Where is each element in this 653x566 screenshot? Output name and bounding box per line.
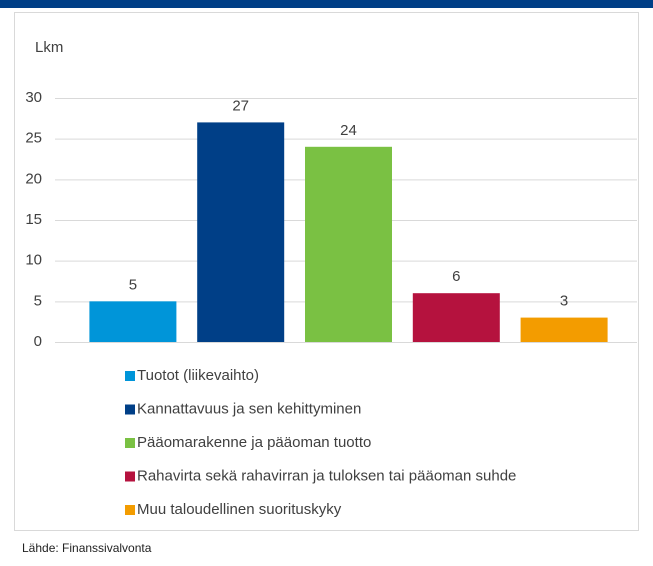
- y-tick-label: 15: [25, 211, 42, 228]
- legend-label: Tuotot (liikevaihto): [137, 367, 259, 384]
- y-tick-label: 0: [34, 333, 42, 350]
- legend-swatch: [125, 438, 135, 448]
- bar: [89, 301, 177, 342]
- top-banner: [0, 0, 653, 8]
- source: Lähde: Finanssivalvonta: [22, 541, 152, 555]
- legend-label: Kannattavuus ja sen kehittyminen: [137, 400, 361, 417]
- legend-swatch: [125, 471, 135, 482]
- y-tick-label: 20: [25, 170, 42, 187]
- bar: [305, 146, 392, 342]
- legend-swatch: [125, 505, 135, 515]
- legend-swatch: [125, 404, 135, 415]
- legend-label: Rahavirta sekä rahavirran ja tuloksen ta…: [137, 467, 516, 484]
- legend-swatch: [125, 371, 135, 381]
- data-label: 6: [452, 268, 460, 285]
- legend-label: Muu taloudellinen suorituskyky: [137, 501, 342, 518]
- bar: [412, 293, 500, 342]
- bar: [520, 317, 608, 342]
- data-label: 5: [129, 276, 137, 293]
- data-label: 27: [232, 97, 249, 114]
- chart-frame: [14, 12, 639, 531]
- data-label: 24: [340, 122, 357, 139]
- bar: [197, 122, 285, 343]
- legend-label: Pääomarakenne ja pääoman tuotto: [137, 434, 371, 451]
- y-axis-label: Lkm: [35, 39, 63, 56]
- y-tick-label: 10: [25, 252, 42, 269]
- data-label: 3: [560, 293, 568, 310]
- y-tick-label: 5: [34, 292, 42, 309]
- y-tick-label: 30: [25, 89, 42, 106]
- y-tick-label: 25: [25, 130, 42, 147]
